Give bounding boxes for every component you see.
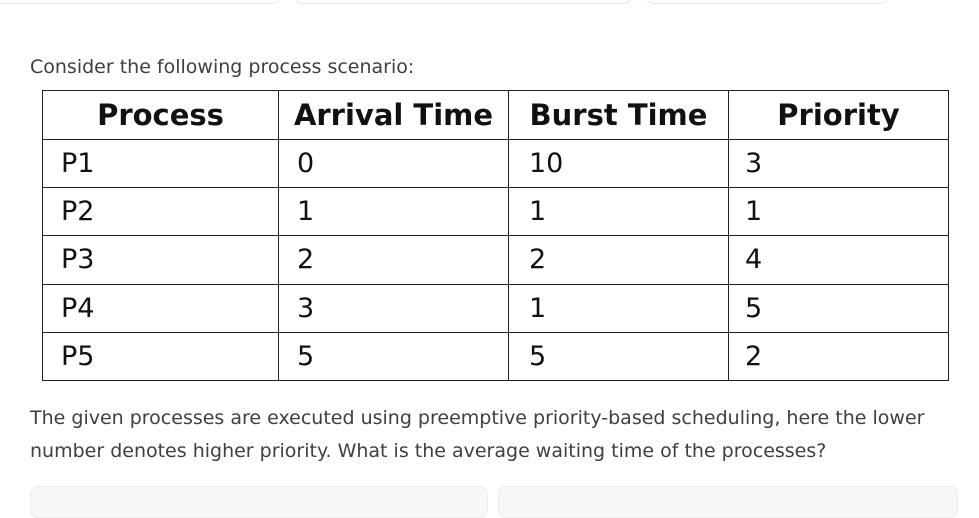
cell-burst-time: 2 [508, 235, 729, 285]
header-priority: Priority [728, 90, 949, 140]
cell-arrival-time: 0 [278, 138, 509, 189]
intro-text: Consider the following process scenario: [30, 56, 415, 78]
header-process: Process [42, 90, 279, 140]
answer-option-card[interactable] [498, 486, 958, 518]
cell-process: P4 [42, 283, 279, 333]
cell-process: P5 [42, 331, 279, 382]
top-card-right [646, 0, 888, 4]
cell-priority: 1 [728, 187, 949, 237]
cell-arrival-time: 3 [278, 283, 509, 333]
top-card-middle [295, 0, 631, 4]
answer-option-card[interactable] [30, 486, 488, 518]
cell-burst-time: 1 [508, 283, 729, 333]
header-burst-time: Burst Time [508, 90, 729, 140]
table-row: P3 2 2 4 [42, 235, 949, 285]
cell-process: P3 [42, 235, 279, 285]
table-header-row: Process Arrival Time Burst Time Priority [42, 90, 949, 140]
cell-arrival-time: 5 [278, 331, 509, 382]
cell-process: P2 [42, 187, 279, 237]
header-arrival-time: Arrival Time [278, 90, 509, 140]
table-row: P2 1 1 1 [42, 187, 949, 237]
process-table: Process Arrival Time Burst Time Priority… [42, 90, 949, 382]
table-row: P1 0 10 3 [42, 138, 949, 189]
table-row: P4 3 1 5 [42, 283, 949, 333]
process-table-image: Process Arrival Time Burst Time Priority… [42, 90, 949, 382]
cell-process: P1 [42, 138, 279, 189]
top-card-left [0, 0, 280, 4]
cell-arrival-time: 1 [278, 187, 509, 237]
cell-priority: 3 [728, 138, 949, 189]
cell-priority: 5 [728, 283, 949, 333]
cell-arrival-time: 2 [278, 235, 509, 285]
question-text: The given processes are executed using p… [30, 407, 925, 462]
cell-priority: 4 [728, 235, 949, 285]
table-row: P5 5 5 2 [42, 331, 949, 382]
cell-burst-time: 5 [508, 331, 729, 382]
cell-burst-time: 1 [508, 187, 729, 237]
cell-burst-time: 10 [508, 138, 729, 189]
cell-priority: 2 [728, 331, 949, 382]
